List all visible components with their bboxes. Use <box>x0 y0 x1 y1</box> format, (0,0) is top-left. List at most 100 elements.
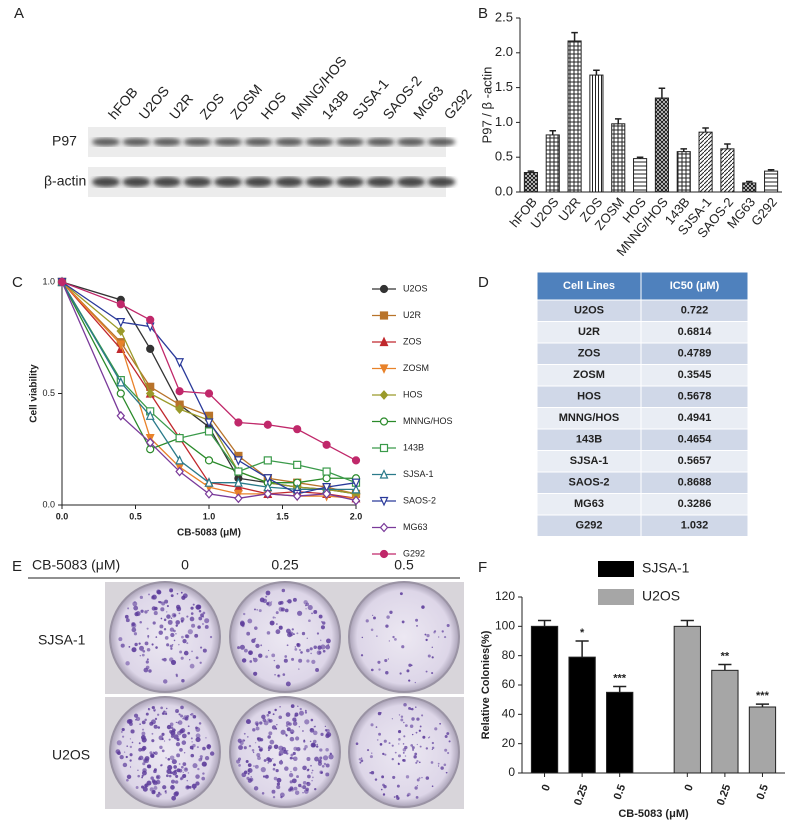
colony <box>238 764 241 767</box>
colony <box>192 603 195 606</box>
band <box>366 177 395 187</box>
colony <box>428 736 431 738</box>
colony <box>315 668 320 672</box>
x-tick-label: 0.5 <box>754 783 771 801</box>
colony <box>275 664 281 669</box>
colony <box>192 714 197 719</box>
colony <box>285 724 289 727</box>
colony <box>147 708 151 711</box>
colony <box>325 748 329 752</box>
colony <box>299 710 304 716</box>
colony <box>404 755 407 757</box>
colony <box>255 643 260 649</box>
colony <box>319 748 323 752</box>
colony <box>267 746 272 750</box>
y-tick-label: 0 <box>508 765 515 779</box>
colony <box>141 770 147 776</box>
colony <box>141 650 143 652</box>
series-line <box>61 281 357 502</box>
header-text: Cell Lines <box>563 280 615 292</box>
colony <box>162 785 167 790</box>
legend-label: HOS <box>403 389 423 399</box>
colony <box>419 725 422 728</box>
colony <box>115 749 121 754</box>
colony <box>144 610 148 614</box>
colony <box>268 649 270 652</box>
colony <box>144 641 149 646</box>
colony <box>291 657 295 661</box>
colony <box>139 595 143 599</box>
colony <box>311 743 316 748</box>
colony <box>166 724 172 730</box>
colony <box>259 597 265 603</box>
colony <box>369 755 373 759</box>
colony <box>175 624 178 627</box>
y-axis-label: P97 / β -actin <box>479 67 494 144</box>
colony <box>414 786 418 790</box>
colony <box>139 620 142 624</box>
colony <box>170 734 174 738</box>
cell-text: MNNG/HOS <box>559 412 620 424</box>
x-tick-label: 1.5 <box>276 511 289 521</box>
band <box>183 138 212 146</box>
colony <box>175 742 181 747</box>
colony <box>290 704 295 708</box>
colony <box>146 658 149 661</box>
colony <box>175 633 177 635</box>
colony <box>370 723 374 727</box>
colony <box>299 707 302 711</box>
colony <box>128 645 131 648</box>
colony <box>121 731 123 733</box>
colony <box>146 780 152 786</box>
colony <box>248 744 252 748</box>
colony <box>182 639 187 644</box>
colony <box>294 712 299 717</box>
colony <box>321 764 325 768</box>
colony <box>320 639 322 641</box>
error-bar <box>680 619 694 627</box>
error-bar <box>724 143 731 149</box>
colony <box>122 762 128 768</box>
chart: C 0.0 0.5 1.0 0.0 0.5 1.0 1.5 2.0 U2OS U2R ZOS ZOSM H… <box>12 274 453 558</box>
marker <box>379 549 389 559</box>
colony <box>254 721 259 726</box>
colony <box>431 646 433 648</box>
colony <box>265 655 268 659</box>
colony <box>270 601 273 603</box>
cell-text: 0.722 <box>681 305 709 317</box>
cell-text: 0.4941 <box>678 412 712 424</box>
colony <box>441 630 444 633</box>
colony <box>306 756 311 761</box>
legend-label: SJSA-1 <box>642 560 690 576</box>
colony <box>185 785 190 790</box>
colony <box>175 721 177 723</box>
x-axis-label: CB-5083 (μM) <box>177 528 241 539</box>
colony <box>294 647 298 651</box>
colony <box>127 607 130 610</box>
colony <box>170 617 173 619</box>
colony <box>414 681 417 684</box>
colony <box>439 722 442 725</box>
colony <box>326 638 331 644</box>
colony <box>195 604 201 610</box>
colony <box>180 617 185 622</box>
colony <box>155 636 158 638</box>
colony <box>293 746 298 751</box>
colony <box>171 612 177 618</box>
colony <box>404 724 408 728</box>
significance: *** <box>613 672 627 684</box>
colony <box>382 793 386 796</box>
colony <box>384 658 388 663</box>
error-bar <box>755 703 770 707</box>
colony <box>180 776 184 780</box>
colony <box>153 708 156 712</box>
bar <box>676 151 691 193</box>
row-label: β-actin <box>44 173 86 189</box>
marker <box>175 404 184 415</box>
y-tick-label: 0.5 <box>42 388 55 398</box>
colony <box>259 721 263 725</box>
series-line <box>61 281 357 484</box>
bar <box>567 40 582 193</box>
colony <box>446 624 450 628</box>
colony <box>284 655 288 658</box>
